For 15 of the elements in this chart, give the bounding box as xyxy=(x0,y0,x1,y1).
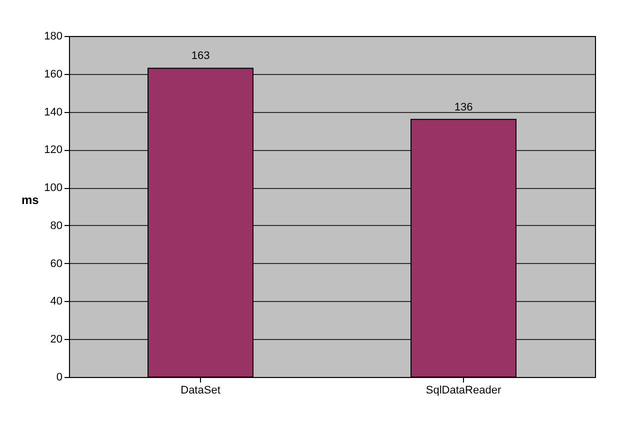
y-tick-label: 160 xyxy=(44,68,62,80)
y-tick-label: 20 xyxy=(50,334,62,346)
y-tick-label: 60 xyxy=(50,258,62,270)
y-tick-label: 120 xyxy=(44,144,62,156)
y-tick-label: 100 xyxy=(44,182,62,194)
y-tick-label: 180 xyxy=(44,30,62,42)
x-tick-label: SqlDataReader xyxy=(426,384,502,396)
y-tick-label: 140 xyxy=(44,106,62,118)
x-tick-label: DataSet xyxy=(180,384,220,396)
y-tick-label: 40 xyxy=(50,296,62,308)
data-label: 136 xyxy=(454,101,473,114)
data-label: 163 xyxy=(191,50,210,62)
y-tick-label: 0 xyxy=(56,372,62,384)
y-axis-title: ms xyxy=(21,193,40,207)
y-tick-label: 80 xyxy=(50,220,62,232)
